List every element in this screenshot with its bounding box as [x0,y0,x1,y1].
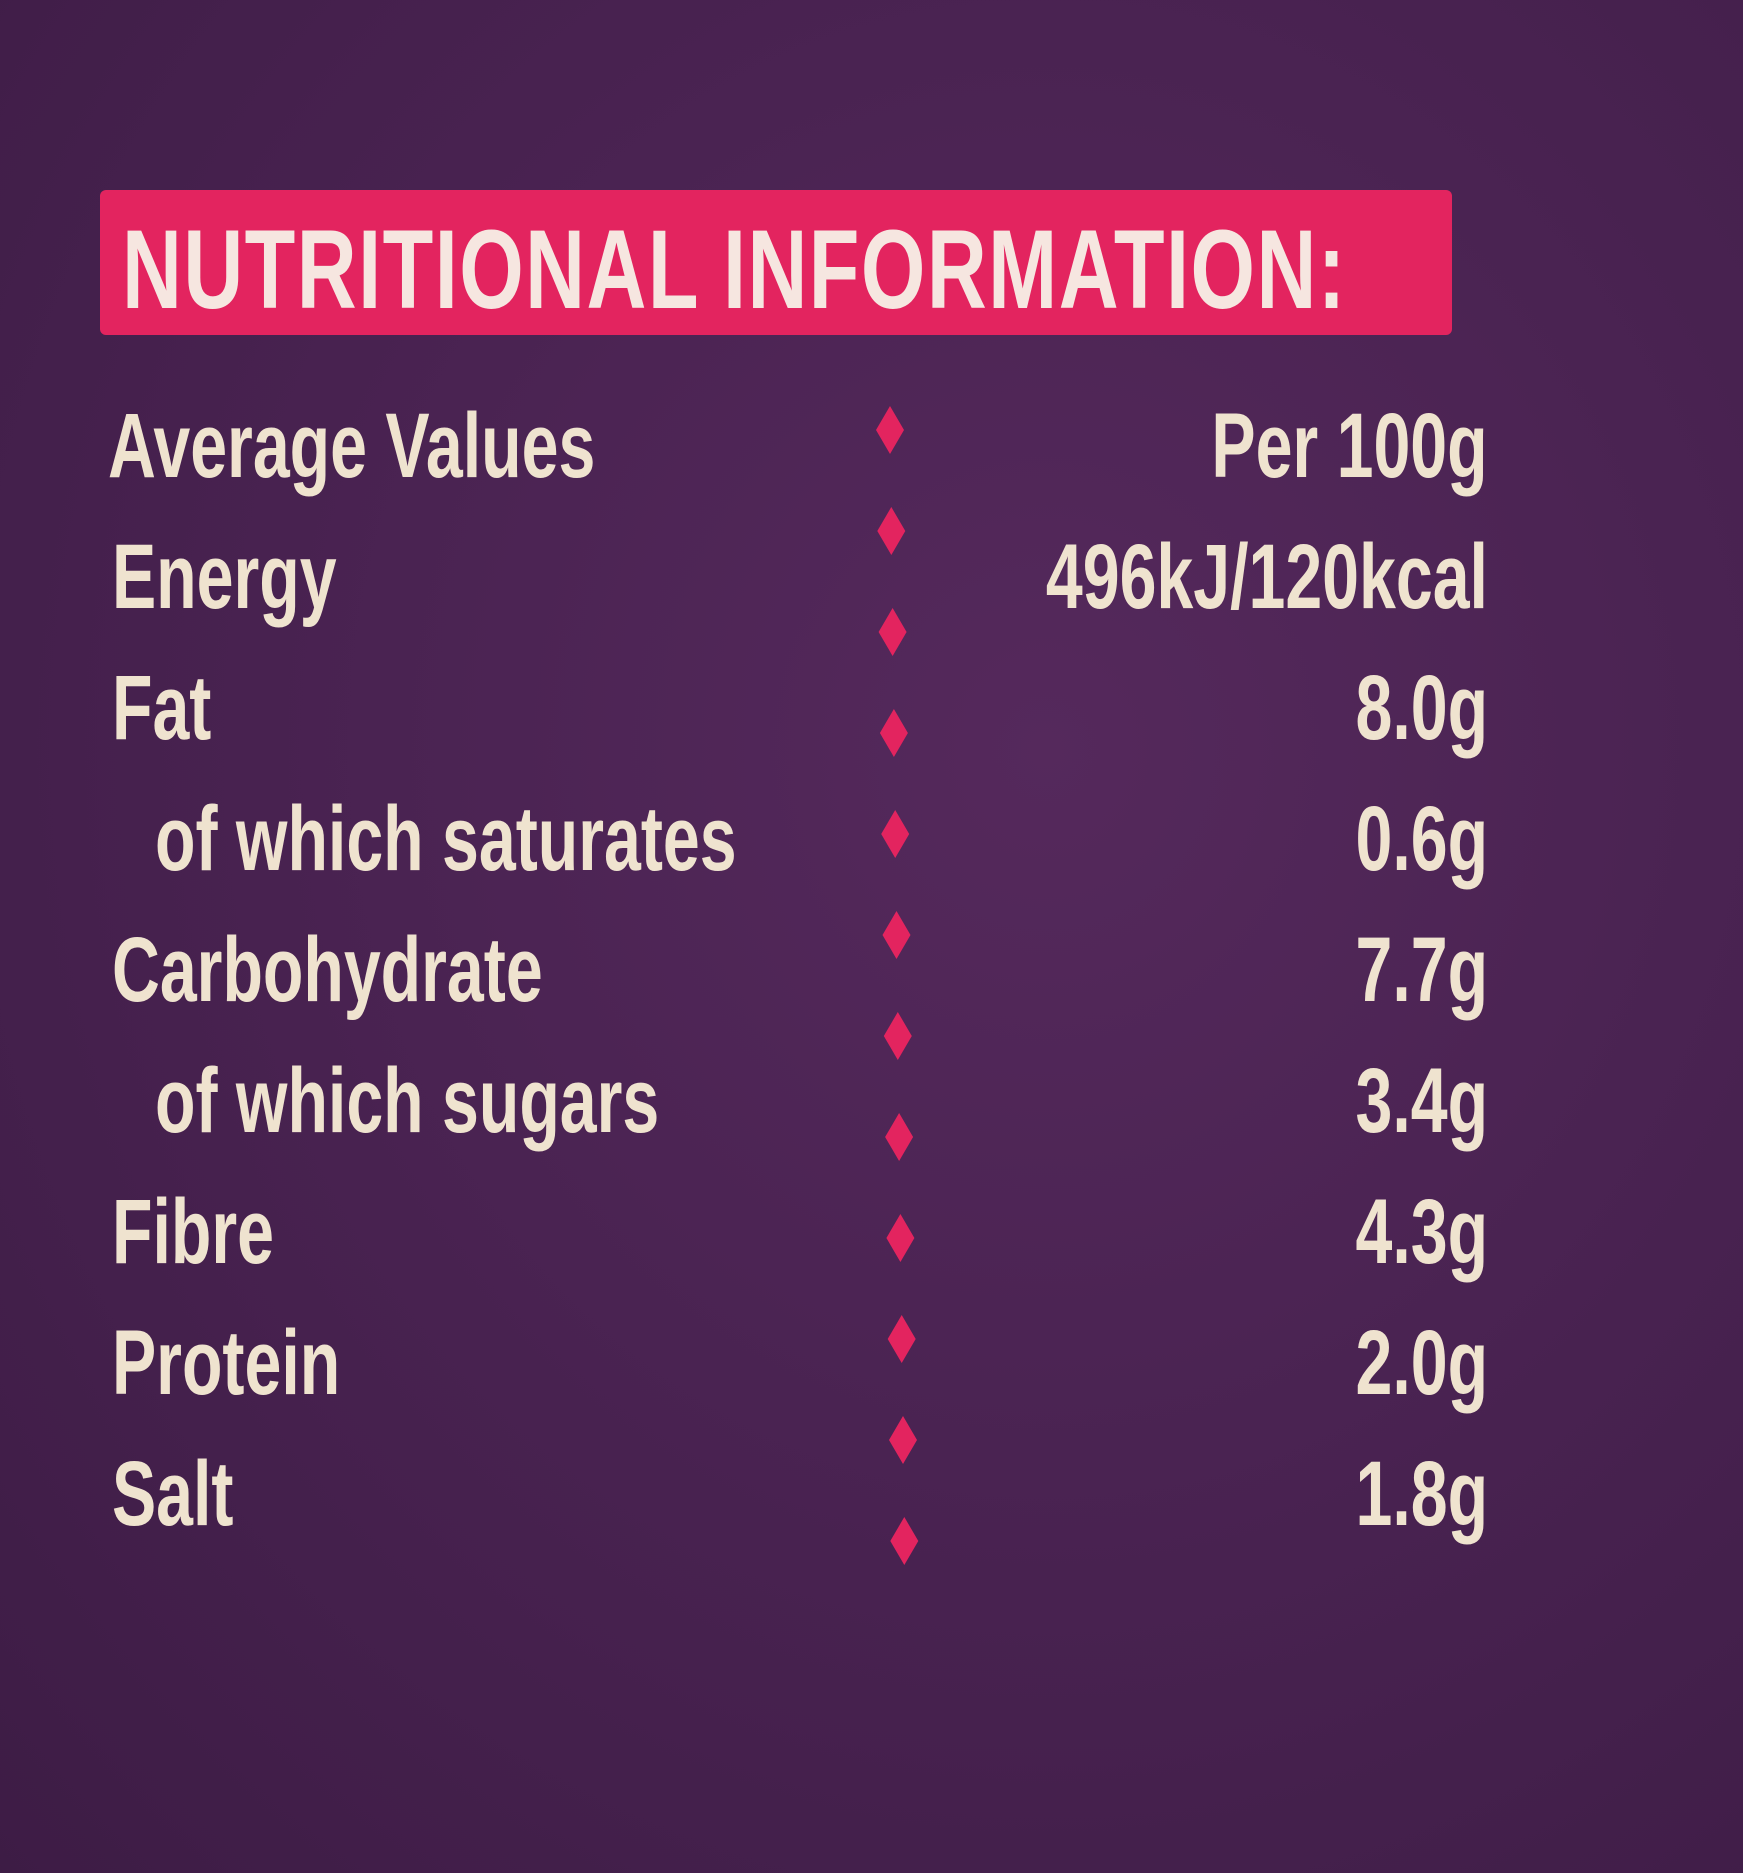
nutrient-value: 2.0g [1355,1312,1488,1414]
diamond-separator [889,1416,917,1464]
nutrient-value: 496kJ/120kcal [1045,526,1488,628]
nutrient-value: 0.6g [1355,788,1488,890]
nutrient-value: 3.4g [1355,1050,1488,1152]
nutrient-name: Energy [112,526,337,628]
nutrient-value: 7.7g [1355,919,1488,1021]
diamond-separator [887,1315,916,1363]
diamond-separator [885,1113,914,1161]
diamond-separator [876,406,904,454]
diamond-separator [886,1214,915,1262]
title-banner [100,190,1452,335]
nutrient-name: Fibre [112,1181,274,1283]
header-value: Per 100g [1211,395,1488,497]
diamond-separator [878,608,907,656]
nutrient-value: 8.0g [1355,657,1488,759]
diamond-separator [883,1012,912,1060]
header-label: Average Values [108,395,596,497]
diamond-separator [890,1517,919,1565]
nutrient-name: Fat [112,657,212,759]
nutrient-value: 4.3g [1355,1181,1488,1283]
nutrient-value: 1.8g [1355,1443,1488,1545]
nutrient-name: of which saturates [155,788,737,890]
diamond-separator [877,507,906,555]
nutrient-name: of which sugars [155,1050,660,1152]
nutrient-name: Carbohydrate [112,919,543,1021]
diamond-separator [882,911,911,959]
nutrient-name: Salt [112,1443,234,1545]
nutrient-name: Protein [112,1312,341,1414]
diamond-separator [879,709,908,757]
diamond-separator [881,810,910,858]
title: NUTRITIONAL INFORMATION: [122,207,1347,332]
